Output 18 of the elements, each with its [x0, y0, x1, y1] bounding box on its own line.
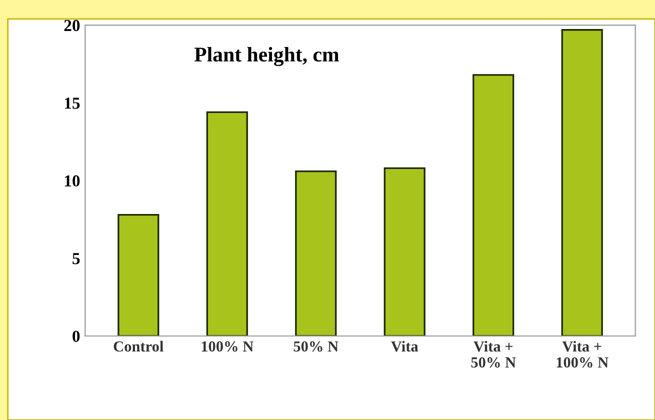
x-tick-label: 50% N — [294, 341, 338, 352]
text: Plant height, cm — [194, 46, 339, 66]
bar — [561, 29, 603, 336]
y-tick-label: 10 — [64, 175, 80, 187]
y-tick-label: 5 — [72, 253, 80, 264]
y-tick-label: 0 — [72, 330, 80, 342]
x-tick-label: Vita — [391, 340, 418, 352]
x-tick-label: Vita + 100% N — [556, 340, 608, 368]
x-tick-label: Control — [114, 340, 164, 352]
y-tick-label: 15 — [64, 98, 80, 109]
x-tick-label: Vita + 50% N — [471, 340, 516, 368]
y-tick-label: 20 — [64, 20, 80, 32]
bar — [295, 170, 337, 336]
bar — [118, 214, 160, 336]
bar — [384, 167, 426, 336]
bar — [206, 111, 248, 336]
bar — [472, 74, 514, 336]
x-tick-label: 100% N — [202, 341, 254, 352]
